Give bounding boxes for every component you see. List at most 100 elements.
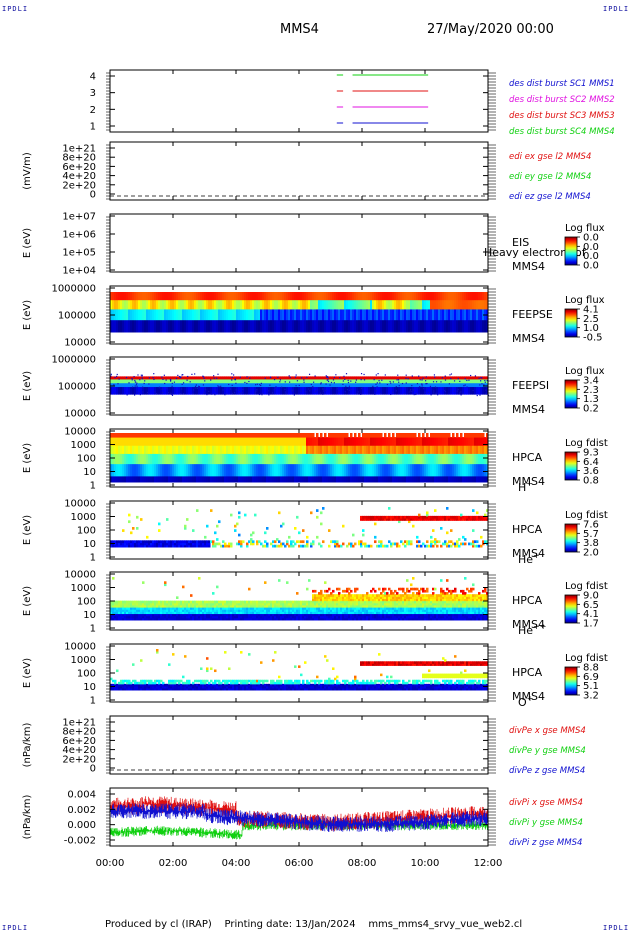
spectrogram-cell-feepse: [244, 301, 247, 304]
spectrogram-cell-feepse: [414, 293, 417, 296]
spectrogram-cell-feepse: [332, 322, 335, 325]
spectrogram-cell-feepse: [264, 322, 267, 325]
spectrogram-cell-feepse: [252, 305, 255, 308]
spectrogram-cell-feepse: [262, 316, 265, 319]
spectrogram-cell-feepse: [440, 318, 443, 321]
spectrogram-cell-feepse: [298, 319, 301, 322]
spectrogram-cell-feepse: [182, 299, 185, 302]
spectrogram-cell-feepse: [444, 324, 447, 327]
spectrogram-cell-feepse: [246, 330, 249, 333]
spectrogram-cell-feepse: [364, 318, 367, 321]
spectrogram-cell-feepse: [464, 315, 467, 318]
spectrogram-cell-feepse: [206, 327, 209, 330]
spectrogram-cell-feepse: [134, 292, 137, 295]
spectrogram-cell-feepse: [408, 308, 411, 311]
spectrogram-cell-feepse: [456, 322, 459, 325]
spectrogram-cell-feepse: [432, 327, 435, 330]
spectrogram-cell-feepse: [322, 301, 325, 304]
spectrogram-cell-feepse: [448, 325, 451, 328]
spectrogram-cell-feepse: [168, 313, 171, 316]
spectrogram-cell-feepse: [420, 298, 423, 301]
spectrogram-cell-feepse: [274, 318, 277, 321]
spectrogram-cell-feepse: [326, 307, 329, 310]
spectrogram-cell-feepse: [110, 302, 113, 305]
spectrogram-cell-feepse: [140, 307, 143, 310]
spectrogram-cell-feepse: [466, 307, 469, 310]
spectrogram-cell-feepse: [214, 330, 217, 333]
spectrogram-cell-feepse: [360, 299, 363, 302]
spectrogram-cell-feepse: [238, 298, 241, 301]
spectrogram-cell-feepse: [398, 298, 401, 301]
spectrogram-cell-feepse: [356, 299, 359, 302]
spectrogram-cell-feepse: [190, 307, 193, 310]
spectrogram-cell-feepse: [264, 302, 267, 305]
spectrogram-cell-feepse: [310, 298, 313, 301]
spectrogram-cell-feepse: [374, 330, 377, 333]
spectrogram-cell-feepse: [168, 312, 171, 315]
spectrogram-cell-feepse: [202, 308, 205, 311]
spectrogram-cell-feepse: [342, 305, 345, 308]
spectrogram-cell-feepse: [342, 328, 345, 331]
spectrogram-cell-feepse: [132, 308, 135, 311]
spectrogram-cell-feepse: [292, 304, 295, 307]
spectrogram-cell-feepse: [364, 307, 367, 310]
spectrogram-cell-feepse: [428, 293, 431, 296]
spectrogram-cell-feepse: [398, 312, 401, 315]
spectrogram-cell-feepse: [438, 307, 441, 310]
spectrogram-cell-feepse: [144, 298, 147, 301]
spectrogram-cell-feepse: [180, 321, 183, 324]
spectrogram-cell-feepse: [306, 310, 309, 313]
spectrogram-cell-feepse: [116, 316, 119, 319]
spectrogram-cell-feepse: [224, 321, 227, 324]
spectrogram-cell-feepse: [270, 315, 273, 318]
spectrogram-cell-feepse: [454, 302, 457, 305]
spectrogram-cell-feepse: [124, 318, 127, 321]
spectrogram-cell-feepse: [146, 307, 149, 310]
spectrogram-cell-feepse: [354, 295, 357, 298]
spectrogram-cell-feepse: [320, 308, 323, 311]
spectrogram-cell-feepse: [116, 305, 119, 308]
spectrogram-cell-feepse: [264, 292, 267, 295]
spectrogram-cell-feepse: [420, 315, 423, 318]
spectrogram-cell-feepse: [202, 298, 205, 301]
spectrogram-cell-feepse: [474, 324, 477, 327]
spectrogram-cell-feepse: [186, 316, 189, 319]
spectrogram-cell-feepse: [264, 319, 267, 322]
spectrogram-cell-feepse: [200, 322, 203, 325]
spectrogram-cell-feepse: [130, 293, 133, 296]
spectrogram-cell-feepse: [430, 316, 433, 319]
spectrogram-cell-feepse: [240, 295, 243, 298]
spectrogram-cell-feepse: [380, 302, 383, 305]
spectrogram-cell-feepse: [160, 325, 163, 328]
spectrogram-cell-feepse: [202, 293, 205, 296]
spectrogram-cell-feepse: [292, 310, 295, 313]
spectrogram-cell-feepse: [324, 316, 327, 319]
spectrogram-cell-feepse: [264, 324, 267, 327]
spectrogram-cell-feepse: [388, 319, 391, 322]
spectrogram-cell-feepse: [272, 322, 275, 325]
spectrogram-cell-feepse: [398, 293, 401, 296]
spectrogram-cell-feepse: [112, 319, 115, 322]
spectrogram-cell-feepse: [142, 319, 145, 322]
spectrogram-cell-feepse: [414, 310, 417, 313]
spectrogram-cell-feepse: [362, 292, 365, 295]
spectrogram-cell-feepse: [448, 298, 451, 301]
spectrogram-cell-feepse: [326, 298, 329, 301]
spectrogram-cell-feepse: [352, 313, 355, 316]
spectrogram-cell-feepse: [170, 319, 173, 322]
spectrogram-cell-feepse: [232, 313, 235, 316]
spectrogram-cell-feepse: [376, 293, 379, 296]
spectrogram-cell-feepse: [216, 295, 219, 298]
spectrogram-cell-feepse: [320, 325, 323, 328]
spectrogram-cell-feepse: [200, 312, 203, 315]
spectrogram-cell-feepse: [454, 307, 457, 310]
spectrogram-cell-feepse: [338, 293, 341, 296]
spectrogram-cell-feepse: [124, 313, 127, 316]
spectrogram-cell-feepse: [266, 295, 269, 298]
spectrogram-cell-feepse: [334, 305, 337, 308]
spectrogram-cell-feepse: [386, 295, 389, 298]
spectrogram-cell-feepse: [112, 325, 115, 328]
spectrogram-cell-feepse: [386, 304, 389, 307]
spectrogram-cell-feepse: [230, 319, 233, 322]
spectrogram-cell-feepse: [150, 296, 153, 299]
